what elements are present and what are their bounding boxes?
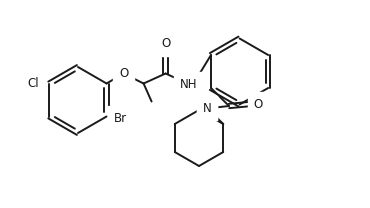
Text: N: N	[203, 102, 211, 114]
Text: O: O	[253, 98, 263, 110]
Text: N: N	[203, 102, 211, 114]
Text: NH: NH	[180, 78, 197, 91]
Text: Br: Br	[114, 112, 127, 125]
Text: O: O	[161, 37, 170, 50]
Text: O: O	[119, 67, 128, 80]
Text: Cl: Cl	[28, 77, 39, 90]
